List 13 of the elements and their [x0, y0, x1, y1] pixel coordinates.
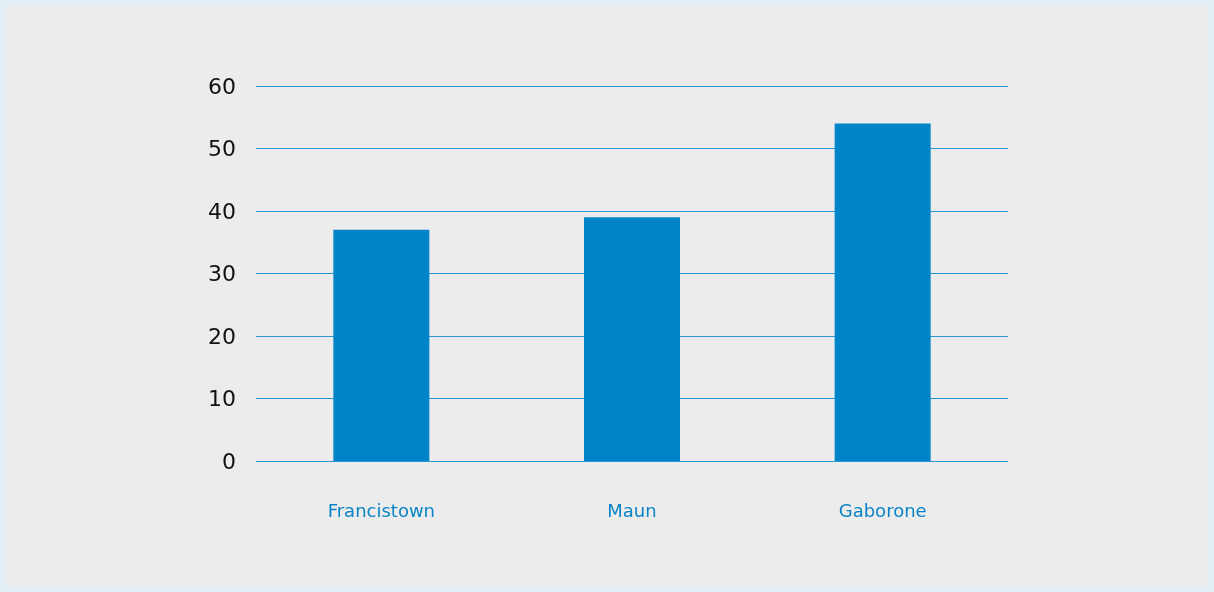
- y-tick-label: 60: [208, 73, 236, 99]
- y-tick-label: 0: [222, 448, 236, 474]
- y-tick-label: 40: [208, 198, 236, 224]
- bar: [584, 217, 680, 461]
- y-tick-label: 20: [208, 323, 236, 349]
- x-tick-label: Francistown: [327, 499, 436, 521]
- y-tick-label: 10: [208, 386, 236, 411]
- x-tick-label: Gaborone: [838, 499, 927, 521]
- y-tick-label: 30: [208, 261, 236, 286]
- bar: [333, 229, 430, 461]
- y-tick-label: 50: [208, 136, 236, 161]
- bar: [834, 123, 931, 461]
- x-tick-label: Maun: [607, 499, 657, 521]
